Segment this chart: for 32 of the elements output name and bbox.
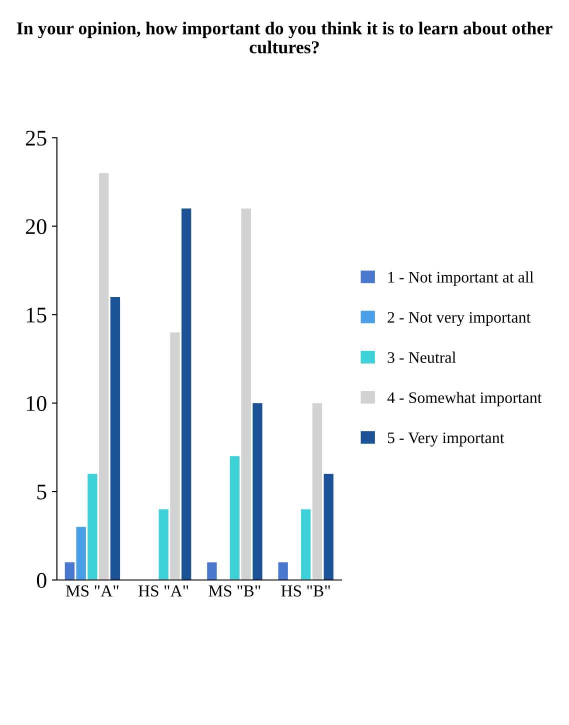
bar xyxy=(207,562,217,580)
bar xyxy=(241,208,251,580)
bar xyxy=(324,474,334,580)
bar xyxy=(88,474,98,580)
y-tick-label: 20 xyxy=(26,219,46,234)
bar xyxy=(170,332,180,580)
y-tick-label: 0 xyxy=(36,572,46,588)
y-tick-label: 5 xyxy=(37,484,46,500)
bar xyxy=(99,173,109,580)
legend-label: 1 - Not important at all xyxy=(388,271,534,286)
bar xyxy=(230,456,240,580)
bar xyxy=(301,509,311,580)
x-tick-label: MS "B" xyxy=(208,585,260,597)
legend-label: 4 - Somewhat important xyxy=(387,392,542,406)
y-tick-label: 25 xyxy=(26,130,46,146)
x-tick-label: MS "A" xyxy=(66,585,118,597)
legend-label: 2 - Not very important xyxy=(388,312,531,326)
bar xyxy=(278,562,288,580)
y-tick-label: 15 xyxy=(26,308,46,323)
legend-label: 5 - Very important xyxy=(388,432,504,446)
x-tick-label: HS "B" xyxy=(281,585,330,597)
bar xyxy=(182,208,192,580)
x-tick-label: HS "A" xyxy=(138,585,188,597)
bar xyxy=(312,403,322,580)
bar xyxy=(76,526,86,580)
y-tick-label: 10 xyxy=(26,396,46,412)
bar xyxy=(64,562,75,580)
chart-title: In your opinion, how important do you think it is to learn about other cultures? xyxy=(16,22,552,54)
bar xyxy=(252,403,262,580)
bar xyxy=(110,296,120,580)
legend-label: 3 - Neutral xyxy=(388,352,456,363)
bar xyxy=(158,509,168,580)
